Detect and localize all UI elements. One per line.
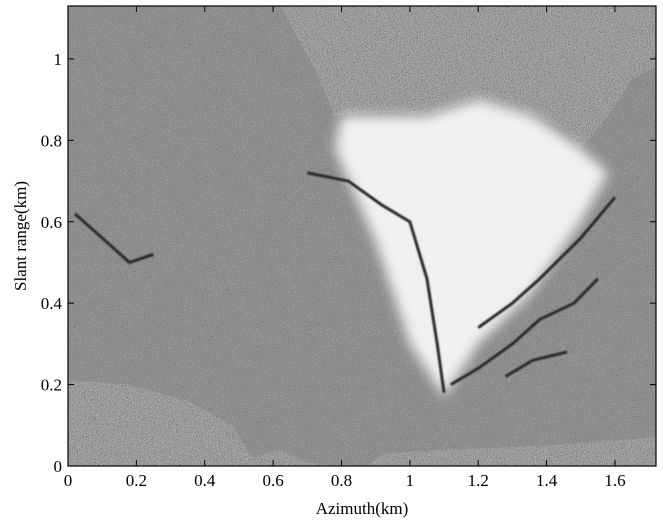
bright-valley-region — [334, 99, 609, 397]
y-tick-label-2: 0.4 — [41, 294, 63, 313]
x-tick-label-6: 1.2 — [468, 471, 489, 490]
y-axis-label: Slant range(km) — [11, 181, 30, 291]
x-tick-label-8: 1.6 — [604, 471, 625, 490]
ridge-line-4 — [477, 196, 617, 329]
axes-frame — [67, 5, 657, 467]
x-tick-label-3: 0.6 — [262, 471, 283, 490]
x-tick-label-5: 1 — [406, 471, 415, 490]
dark-ridge-lines — [73, 171, 617, 393]
y-axis-ticks: 0 0.2 0.4 0.6 0.8 1 — [41, 50, 656, 476]
x-tick-label-0: 0 — [64, 471, 73, 490]
y-tick-label-0: 0 — [54, 457, 63, 476]
x-tick-label-1: 0.2 — [126, 471, 147, 490]
ridge-line-3 — [450, 277, 599, 386]
x-tick-label-4: 0.8 — [331, 471, 352, 490]
ridge-line-1 — [73, 212, 154, 264]
ridge-line-5 — [504, 350, 568, 378]
y-tick-label-5: 1 — [54, 50, 63, 69]
x-axis-label: Azimuth(km) — [316, 499, 409, 518]
x-axis-ticks: 0 0.2 0.4 0.6 0.8 1 1.2 1.4 1.6 — [64, 6, 626, 490]
ridge-line-2 — [307, 171, 446, 393]
x-tick-label-2: 0.4 — [194, 471, 216, 490]
y-tick-label-1: 0.2 — [41, 376, 62, 395]
y-tick-label-3: 0.6 — [41, 213, 62, 232]
x-tick-label-7: 1.4 — [536, 471, 558, 490]
y-tick-label-4: 0.8 — [41, 131, 62, 150]
